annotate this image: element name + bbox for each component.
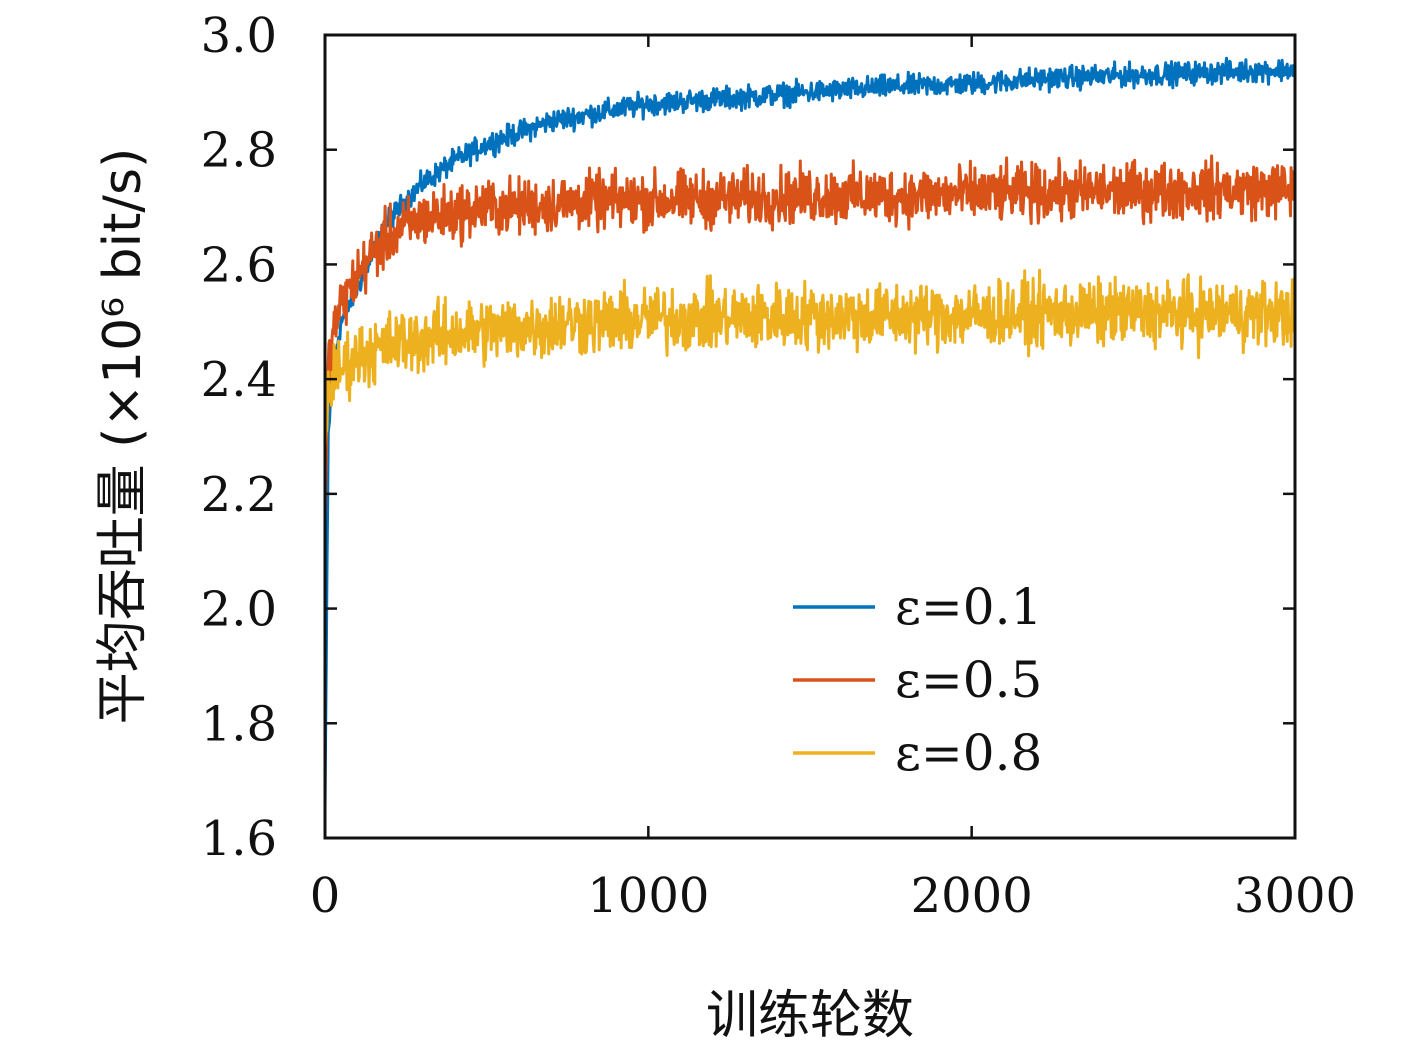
series-line-2 xyxy=(323,154,1297,523)
legend-label: ε=0.1 xyxy=(895,578,1042,636)
x-tick-label: 0 xyxy=(310,868,341,924)
series-line-1 xyxy=(323,56,1297,810)
legend: ε=0.1 ε=0.5 ε=0.8 xyxy=(793,578,1042,782)
y-axis-title: 平均吞吐量 (×10⁶ bit/s) xyxy=(93,148,153,725)
series-line-3 xyxy=(323,268,1297,449)
y-tick-label: 1.6 xyxy=(201,811,277,867)
y-tick-label: 2.6 xyxy=(201,237,277,293)
ticks-layer: 0 1000 2000 3000 1.6 1.8 2.0 2.2 2.4 2.6 2.8 3.0 xyxy=(201,8,1356,924)
plot-frame xyxy=(323,33,1297,840)
x-tick-label: 3000 xyxy=(1234,868,1356,924)
y-tick-label: 2.0 xyxy=(201,582,277,638)
legend-label: ε=0.5 xyxy=(895,651,1042,709)
y-tick-label: 2.4 xyxy=(201,352,277,408)
series-layer xyxy=(323,56,1297,810)
legend-label: ε=0.8 xyxy=(895,724,1042,782)
x-axis-title: 训练轮数 xyxy=(706,986,914,1043)
x-tick-label: 1000 xyxy=(587,868,709,924)
y-tick-label: 1.8 xyxy=(201,696,277,752)
y-tick-label: 2.8 xyxy=(201,123,277,179)
y-tick-label: 3.0 xyxy=(201,8,277,64)
x-tick-label: 2000 xyxy=(911,868,1033,924)
y-tick-label: 2.2 xyxy=(201,467,277,523)
